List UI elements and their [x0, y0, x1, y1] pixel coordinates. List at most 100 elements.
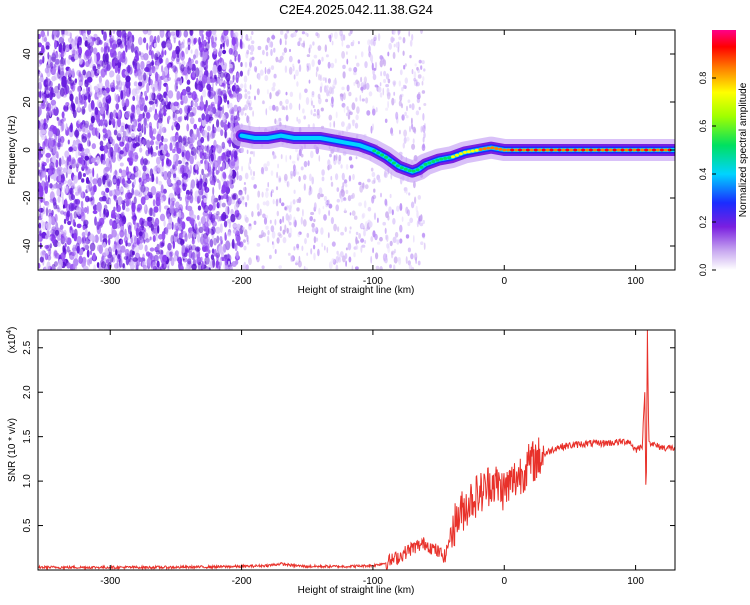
- noise-speckle: [288, 55, 293, 63]
- noise-speckle: [57, 241, 61, 247]
- noise-speckle: [298, 92, 302, 101]
- noise-speckle: [84, 50, 90, 57]
- noise-speckle: [340, 164, 343, 169]
- signal-core-dot: [553, 148, 558, 152]
- noise-speckle: [201, 74, 208, 84]
- noise-speckle: [108, 174, 111, 180]
- noise-speckle: [106, 42, 109, 49]
- noise-speckle: [219, 155, 222, 162]
- noise-speckle: [363, 200, 367, 209]
- noise-speckle: [189, 155, 194, 165]
- noise-speckle: [317, 45, 322, 51]
- noise-speckle: [45, 76, 49, 83]
- noise-speckle: [142, 264, 148, 270]
- noise-speckle: [217, 215, 221, 222]
- noise-speckle: [48, 208, 52, 215]
- noise-speckle: [396, 205, 400, 212]
- noise-speckle: [310, 109, 313, 115]
- noise-speckle: [108, 198, 112, 205]
- noise-speckle: [77, 85, 81, 93]
- noise-speckle: [176, 55, 180, 63]
- noise-speckle: [51, 226, 57, 232]
- noise-speckle: [248, 106, 253, 111]
- noise-speckle: [289, 201, 293, 209]
- noise-speckle: [379, 82, 382, 87]
- noise-speckle: [275, 56, 279, 63]
- noise-speckle: [300, 153, 304, 158]
- noise-speckle: [142, 122, 146, 133]
- noise-speckle: [67, 58, 71, 65]
- noise-speckle: [103, 46, 107, 55]
- noise-speckle: [311, 176, 315, 185]
- noise-speckle: [309, 216, 314, 222]
- noise-speckle: [243, 261, 247, 270]
- noise-speckle: [61, 75, 67, 86]
- noise-speckle: [56, 90, 61, 99]
- noise-speckle: [132, 95, 136, 101]
- noise-speckle: [152, 86, 155, 94]
- snr-x-ticks: -300 -200 -100 0 100: [100, 330, 644, 587]
- noise-speckle: [393, 256, 398, 264]
- noise-speckle: [319, 74, 322, 82]
- noise-speckle: [292, 65, 295, 72]
- noise-speckle: [420, 241, 424, 245]
- noise-speckle: [40, 198, 43, 203]
- noise-speckle: [320, 193, 324, 198]
- noise-speckle: [124, 248, 130, 257]
- signal-core-dot: [620, 148, 625, 152]
- noise-speckle: [257, 73, 261, 81]
- noise-speckle: [393, 91, 396, 96]
- noise-speckle: [163, 128, 167, 133]
- noise-speckle: [87, 132, 91, 139]
- noise-speckle: [295, 168, 297, 175]
- noise-speckle: [353, 66, 358, 73]
- noise-speckle: [161, 158, 164, 167]
- noise-speckle: [49, 183, 53, 189]
- noise-speckle: [167, 242, 172, 251]
- noise-speckle: [361, 98, 365, 102]
- noise-speckle: [393, 99, 396, 104]
- noise-speckle: [355, 97, 358, 102]
- noise-speckle: [149, 35, 154, 43]
- noise-speckle: [133, 245, 140, 254]
- noise-speckle: [398, 100, 402, 107]
- noise-speckle: [219, 257, 223, 267]
- noise-speckle: [100, 261, 107, 269]
- signal-core-dot: [277, 134, 282, 138]
- noise-speckle: [261, 191, 264, 198]
- noise-speckle: [50, 99, 57, 106]
- noise-speckle: [269, 219, 272, 224]
- noise-speckle: [115, 104, 119, 111]
- noise-speckle: [206, 146, 212, 156]
- noise-speckle: [336, 187, 340, 192]
- noise-speckle: [352, 173, 355, 181]
- signal-core-dot: [281, 134, 286, 138]
- noise-speckle: [215, 170, 219, 175]
- noise-speckle: [86, 30, 91, 35]
- noise-speckle: [349, 164, 354, 169]
- noise-speckle: [266, 235, 270, 243]
- noise-speckle: [74, 159, 77, 165]
- noise-speckle: [144, 204, 147, 211]
- noise-speckle: [296, 243, 300, 249]
- noise-speckle: [302, 174, 307, 181]
- noise-speckle: [149, 145, 153, 155]
- noise-speckle: [114, 169, 118, 176]
- noise-speckle: [83, 100, 87, 108]
- signal-core-dot: [415, 168, 420, 172]
- noise-speckle: [189, 61, 193, 69]
- noise-speckle: [149, 236, 152, 241]
- noise-speckle: [169, 142, 173, 152]
- noise-speckle: [245, 264, 249, 270]
- noise-speckle: [149, 130, 153, 139]
- noise-speckle: [372, 39, 376, 47]
- noise-speckle: [160, 184, 164, 194]
- noise-speckle: [76, 236, 82, 245]
- noise-speckle: [331, 40, 334, 46]
- signal-core-dot: [384, 155, 389, 159]
- noise-speckle: [53, 72, 59, 81]
- noise-speckle: [405, 256, 408, 264]
- noise-speckle: [186, 79, 191, 85]
- noise-speckle: [241, 165, 244, 172]
- noise-speckle: [404, 77, 408, 84]
